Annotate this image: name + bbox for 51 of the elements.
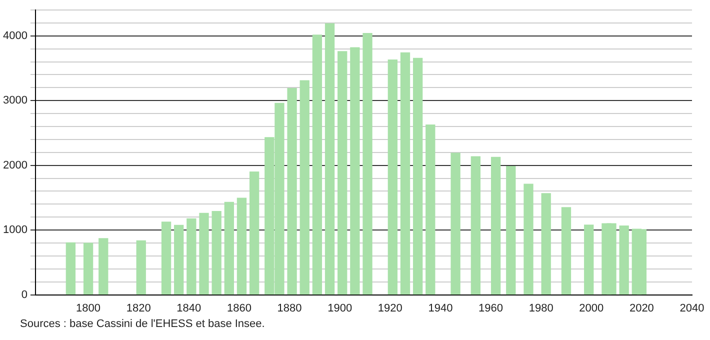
bar [199,212,209,295]
y-tick-label: 0 [21,288,28,301]
x-tick-label: 1940 [428,302,453,314]
bar [224,202,234,295]
source-note: Sources : base Cassini de l'EHESS et base Insee. [20,318,266,330]
bar [98,238,108,295]
bar [412,58,423,295]
bar [350,47,360,295]
bar [174,224,184,295]
bar [212,210,222,295]
bar [541,193,551,295]
bar [83,242,94,295]
bar [161,222,172,295]
x-tick-label: 1900 [328,302,352,314]
y-tick-label: 2000 [2,159,28,172]
x-tick-label: 2000 [579,302,604,314]
y-tick-label: 4000 [2,30,28,42]
bar [300,80,310,295]
x-tick-label: 1920 [378,302,402,314]
bar [470,156,481,295]
bar [561,207,572,295]
bar [450,152,460,295]
bar [584,224,594,295]
bar [426,124,436,295]
x-tick-label: 1800 [76,302,101,314]
bar [324,23,335,295]
bar [136,240,146,295]
bar [66,242,76,295]
bar [312,34,322,295]
bar [400,52,410,295]
x-tick-label: 1860 [226,302,252,314]
bar [287,88,297,295]
bar [186,218,196,295]
x-tick-label: 1840 [176,302,202,314]
x-tick-label: 2040 [680,302,704,314]
bar [362,32,372,295]
bar [506,166,516,295]
x-tick-label: 1960 [478,302,504,314]
x-tick-label: 1980 [528,302,554,314]
x-tick-label: 2020 [629,302,654,314]
x-tick-label: 1880 [277,302,302,314]
bar [249,171,260,295]
bar [236,198,247,295]
bar [338,51,348,295]
y-tick-label: 1000 [2,224,28,236]
bar [619,226,629,295]
bar [524,184,534,295]
y-tick-label: 3000 [2,94,28,107]
x-tick-label: 1820 [126,302,151,314]
bar [388,60,398,295]
bar [490,156,501,295]
